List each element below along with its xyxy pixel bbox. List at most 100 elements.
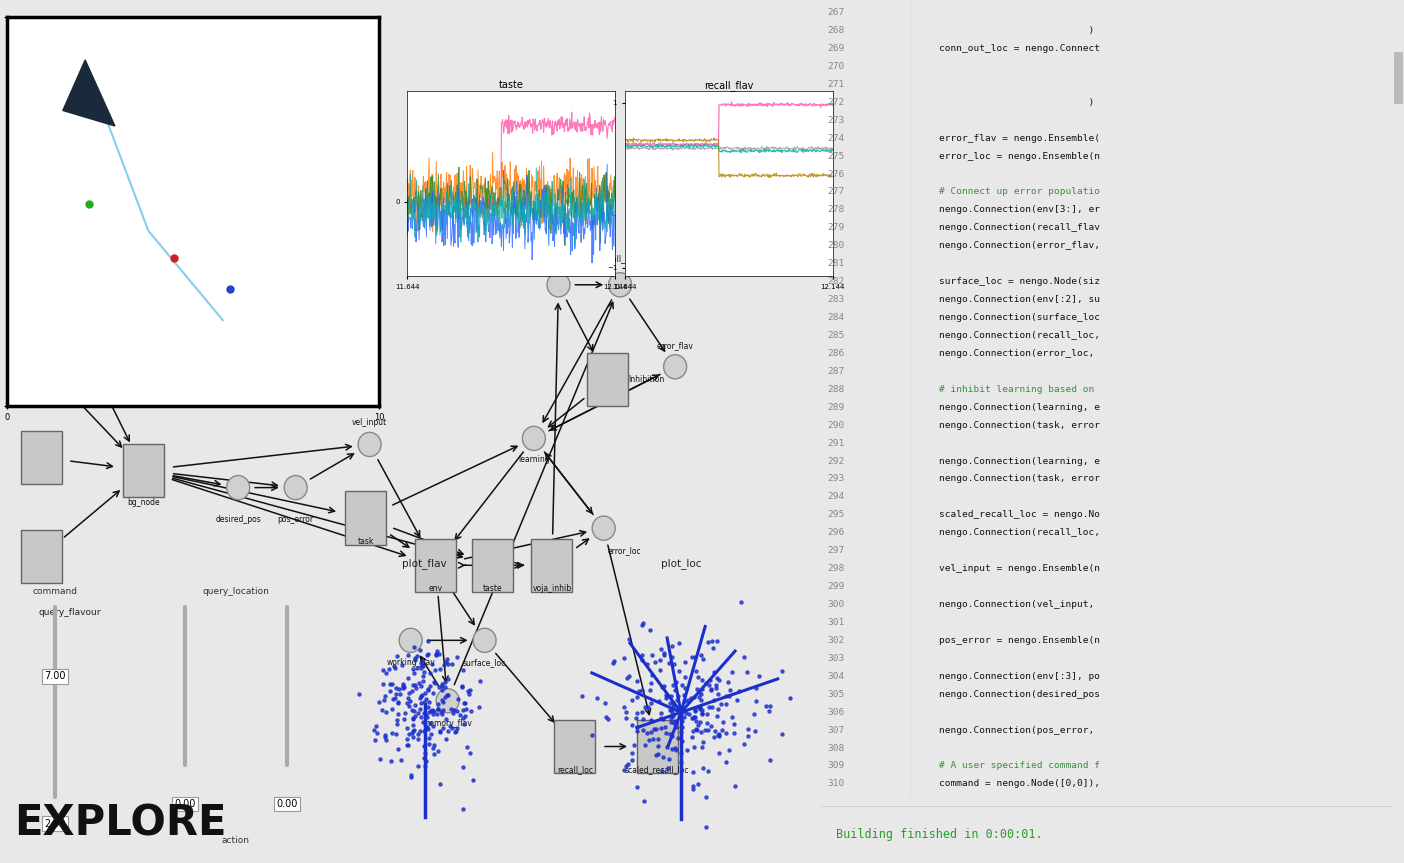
Point bbox=[423, 747, 445, 761]
Point bbox=[760, 753, 782, 767]
Point bbox=[663, 716, 685, 730]
Text: nengo.Connection(learning, e: nengo.Connection(learning, e bbox=[915, 403, 1099, 412]
Point bbox=[616, 758, 639, 772]
Point bbox=[400, 684, 423, 698]
Point bbox=[373, 730, 396, 744]
Text: 307: 307 bbox=[827, 726, 844, 734]
Point bbox=[402, 678, 424, 692]
Point bbox=[715, 755, 737, 769]
Point bbox=[643, 721, 665, 735]
Point bbox=[397, 738, 420, 752]
Point bbox=[373, 690, 396, 703]
Text: # inhibit learning based on: # inhibit learning based on bbox=[915, 385, 1094, 394]
Text: 279: 279 bbox=[827, 224, 844, 232]
Point bbox=[687, 778, 709, 791]
Point bbox=[663, 677, 685, 691]
Point bbox=[715, 727, 737, 740]
Text: 310: 310 bbox=[827, 779, 844, 789]
Point bbox=[743, 724, 765, 738]
Text: 273: 273 bbox=[827, 116, 844, 124]
Point bbox=[626, 706, 649, 720]
Point bbox=[431, 677, 453, 690]
Point bbox=[671, 714, 694, 728]
Point bbox=[369, 753, 392, 766]
Text: 287: 287 bbox=[827, 367, 844, 375]
FancyBboxPatch shape bbox=[124, 444, 164, 497]
Point bbox=[639, 683, 661, 697]
Point bbox=[403, 665, 425, 679]
Point bbox=[407, 706, 430, 720]
Point bbox=[373, 728, 396, 742]
Point bbox=[661, 742, 684, 756]
Text: 285: 285 bbox=[827, 331, 844, 340]
Point bbox=[409, 691, 431, 705]
Text: plot_loc: plot_loc bbox=[661, 557, 701, 569]
Point bbox=[649, 664, 671, 677]
Point bbox=[612, 701, 635, 715]
Point bbox=[644, 722, 667, 736]
Point bbox=[393, 706, 416, 720]
Point bbox=[712, 715, 734, 729]
Text: nengo.Connection(env[:3], po: nengo.Connection(env[:3], po bbox=[915, 671, 1099, 681]
Text: conn_out_loc = nengo.Connect: conn_out_loc = nengo.Connect bbox=[915, 44, 1099, 53]
Text: scaled_recall_loc: scaled_recall_loc bbox=[625, 765, 689, 774]
FancyBboxPatch shape bbox=[1394, 52, 1403, 104]
Point bbox=[424, 663, 446, 677]
Point bbox=[688, 690, 710, 704]
Text: 2.00: 2.00 bbox=[45, 819, 66, 828]
Point bbox=[416, 710, 438, 724]
Text: recall_flav: recall_flav bbox=[601, 255, 640, 263]
Point bbox=[727, 683, 750, 697]
Point bbox=[671, 720, 694, 734]
Title: recall_flav: recall_flav bbox=[703, 79, 754, 91]
Point bbox=[685, 715, 708, 728]
Point bbox=[673, 702, 695, 716]
Point bbox=[663, 657, 685, 671]
FancyBboxPatch shape bbox=[21, 431, 62, 484]
Point bbox=[420, 657, 442, 671]
Point bbox=[456, 740, 479, 754]
Circle shape bbox=[284, 476, 307, 500]
Point bbox=[425, 707, 448, 721]
Point bbox=[653, 713, 675, 727]
Point bbox=[451, 680, 473, 694]
Point bbox=[416, 648, 438, 662]
Text: 276: 276 bbox=[827, 169, 844, 179]
Point bbox=[418, 731, 441, 745]
Point bbox=[427, 697, 449, 711]
Point bbox=[644, 747, 667, 761]
Point bbox=[458, 688, 480, 702]
Text: 297: 297 bbox=[827, 546, 844, 555]
Point bbox=[458, 746, 480, 759]
Point bbox=[695, 820, 717, 834]
Point bbox=[452, 759, 475, 773]
Point bbox=[372, 664, 395, 677]
Point bbox=[431, 679, 453, 693]
Point bbox=[706, 709, 729, 723]
Text: desired_pos: desired_pos bbox=[215, 515, 261, 524]
Point bbox=[696, 764, 719, 778]
Point bbox=[682, 711, 705, 725]
Point bbox=[675, 743, 698, 757]
Point bbox=[730, 595, 753, 609]
Point bbox=[671, 705, 694, 719]
Point bbox=[379, 754, 402, 768]
Point bbox=[396, 732, 418, 746]
Point bbox=[665, 744, 688, 758]
Point bbox=[416, 720, 438, 734]
Point bbox=[639, 677, 661, 690]
Point bbox=[733, 738, 755, 752]
Point bbox=[654, 726, 677, 740]
Point bbox=[737, 722, 760, 736]
Point bbox=[571, 690, 594, 703]
Point bbox=[706, 702, 729, 715]
Point bbox=[658, 728, 681, 741]
Text: nengo.Connection(task, error: nengo.Connection(task, error bbox=[915, 475, 1099, 483]
Point bbox=[684, 703, 706, 717]
Point bbox=[771, 665, 793, 678]
Point bbox=[630, 648, 653, 662]
Point bbox=[650, 642, 673, 656]
Point bbox=[410, 678, 432, 692]
Text: 291: 291 bbox=[827, 438, 844, 448]
Point bbox=[771, 727, 793, 740]
